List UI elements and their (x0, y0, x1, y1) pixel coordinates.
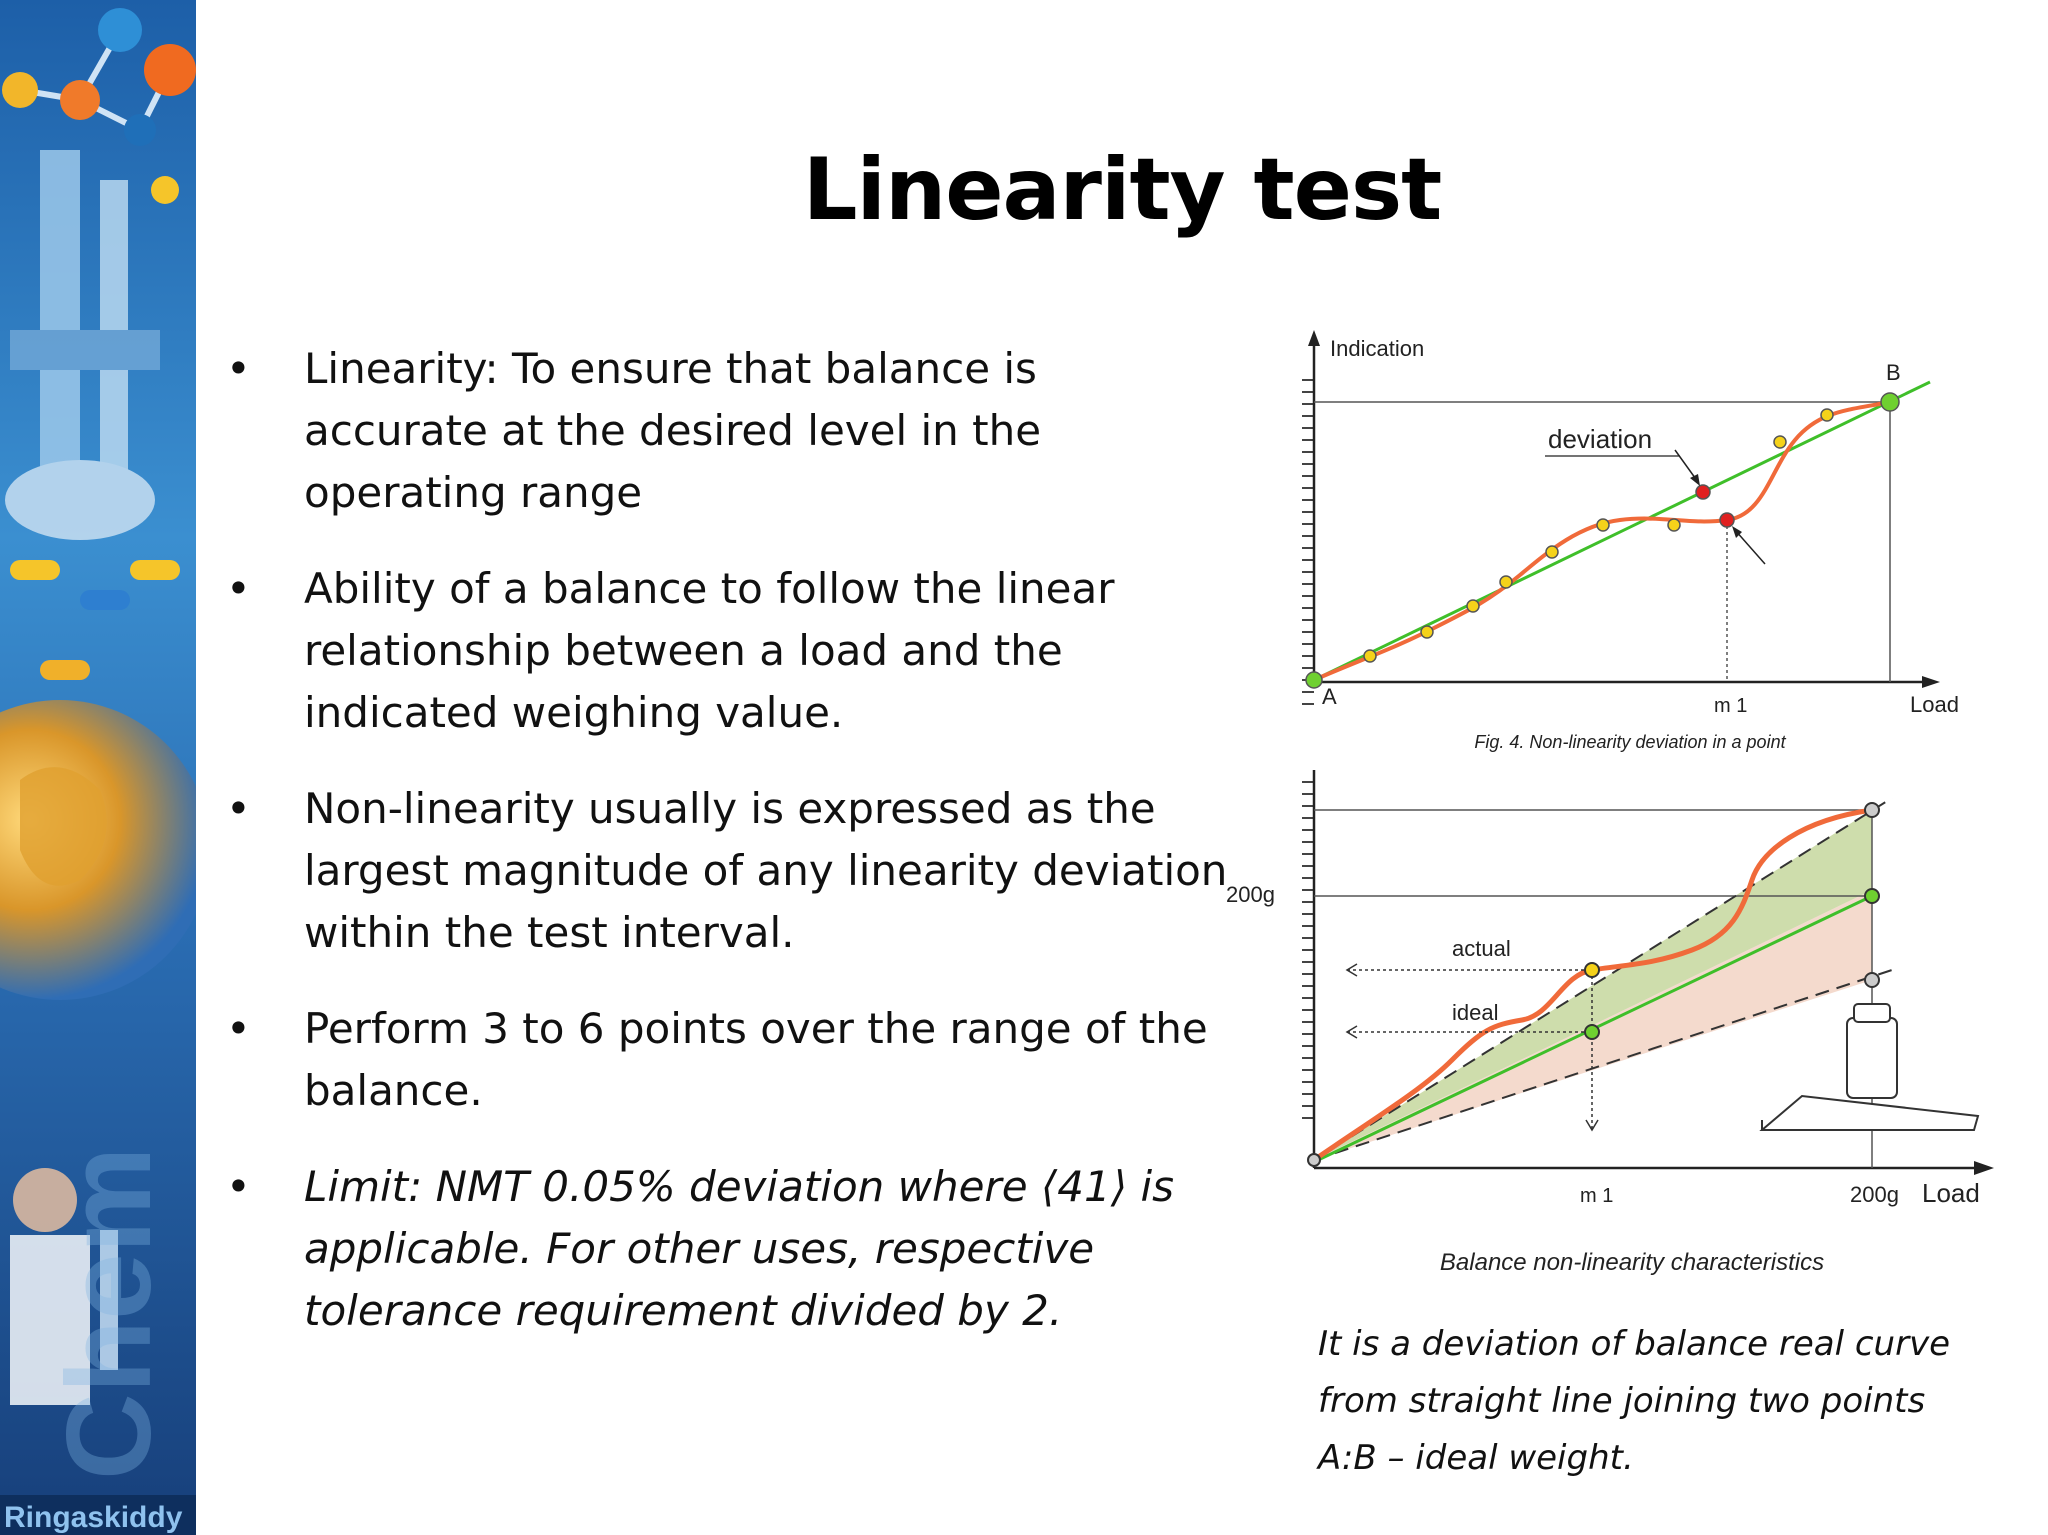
bullet-glyph: • (226, 1162, 251, 1211)
bullet-list: • Linearity: To ensure that balance is ac… (222, 338, 1232, 1376)
sidebar-brand: Ringaskiddy (4, 1501, 183, 1534)
bullet-text: Limit: NMT 0.05% deviation where ⟨41⟩ is… (304, 1162, 1175, 1335)
x-tick-200g: 200g (1850, 1182, 1899, 1207)
ideal-label: ideal (1452, 1000, 1498, 1025)
bullet-text: Ability of a balance to follow the linea… (304, 564, 1115, 737)
bullet-glyph: • (226, 784, 251, 833)
figure-nonlinearity-point: Indication Load A B m 1 deviation Fig. 4… (1290, 320, 1970, 760)
bullet-text: Non-linearity usually is expressed as th… (304, 784, 1228, 957)
bullet-item: • Perform 3 to 6 points over the range of… (222, 998, 1232, 1122)
deviation-label: deviation (1548, 424, 1652, 454)
x-tick-m1: m 1 (1580, 1185, 1613, 1207)
bullet-glyph: • (226, 1004, 251, 1053)
bullet-item-limit: • Limit: NMT 0.05% deviation where ⟨41⟩ i… (222, 1156, 1232, 1342)
figure-description: It is a deviation of balance real curve … (1318, 1324, 1951, 1478)
bullet-text: Perform 3 to 6 points over the range of … (304, 1004, 1208, 1115)
svg-text:Chem: Chem (42, 1147, 176, 1480)
molecule-icon (2, 8, 196, 204)
bullet-item: • Non-linearity usually is expressed as t… (222, 778, 1232, 964)
bullet-glyph: • (226, 344, 251, 393)
page-title: Linearity test (802, 140, 1443, 240)
m1-label: m 1 (1714, 695, 1747, 717)
y-tick-200g: 200g (1226, 882, 1275, 907)
actual-label: actual (1452, 936, 1511, 961)
balance-weight-icon (1759, 1003, 1980, 1131)
bullet-glyph: • (226, 564, 251, 613)
figure-caption: Balance non-linearity characteristics (1440, 1249, 1824, 1276)
point-b-label: B (1886, 360, 1901, 385)
bullet-item: • Linearity: To ensure that balance is ac… (222, 338, 1232, 524)
figure-caption: Fig. 4. Non-linearity deviation in a poi… (1474, 732, 1786, 752)
point-a-label: A (1322, 684, 1337, 709)
ideal-line (1313, 380, 1931, 682)
bullet-text: Linearity: To ensure that balance is acc… (304, 344, 1042, 517)
x-axis-label: Load (1922, 1178, 1980, 1208)
x-axis-label: Load (1910, 692, 1959, 717)
sidebar-decoration: Chem Ringaskiddy (0, 0, 196, 1535)
figure-nonlinearity-characteristics: 200g actual ideal m 1 200g Load Balance … (1222, 770, 2002, 1290)
bullet-item: • Ability of a balance to follow the line… (222, 558, 1232, 744)
y-axis-label: Indication (1330, 336, 1424, 361)
